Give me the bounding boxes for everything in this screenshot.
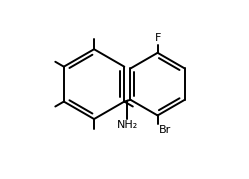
Text: Br: Br <box>159 125 171 135</box>
Text: F: F <box>154 33 161 43</box>
Text: NH₂: NH₂ <box>117 120 138 130</box>
